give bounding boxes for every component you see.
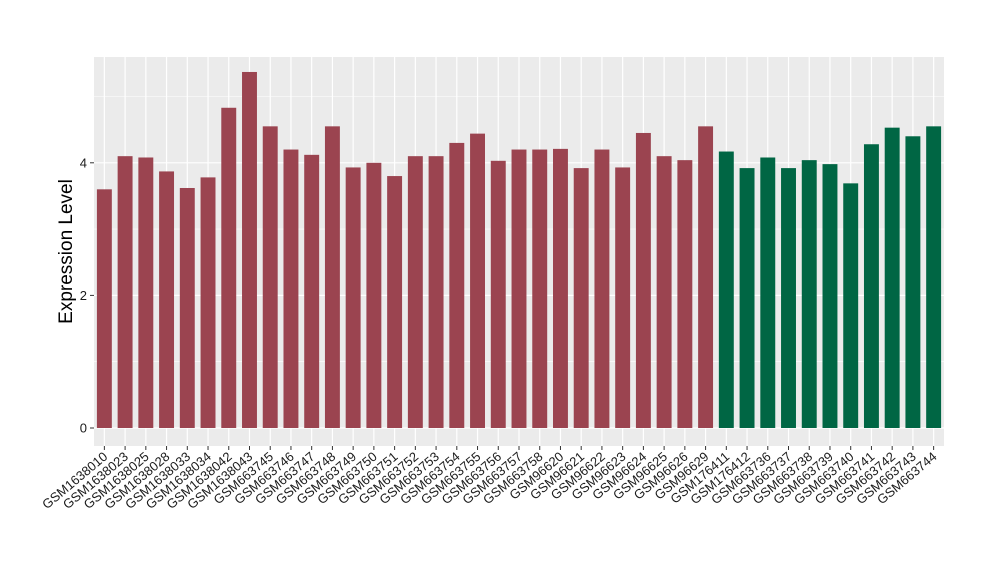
- bar-GSM176412: [739, 168, 755, 428]
- bar-GSM663743: [905, 136, 921, 428]
- bars: [96, 71, 942, 429]
- bar-GSM663737: [781, 168, 796, 428]
- bar-GSM1638033: [179, 187, 195, 428]
- bar-GSM96623: [615, 167, 631, 429]
- bar-GSM1638042: [221, 107, 237, 429]
- x-axis: GSM1638010GSM1638023GSM1638025GSM1638028…: [39, 446, 940, 512]
- bar-GSM96625: [656, 156, 672, 429]
- bar-GSM663755: [470, 133, 485, 429]
- bar-GSM176411: [718, 151, 734, 429]
- bar-GSM663757: [511, 149, 527, 429]
- bar-GSM96622: [594, 149, 610, 429]
- bar-GSM663738: [801, 160, 817, 428]
- bar-GSM663753: [428, 156, 444, 429]
- bar-GSM663747: [304, 154, 320, 428]
- bar-GSM663758: [532, 149, 548, 429]
- y-axis-title: Expression Level: [56, 179, 77, 324]
- bar-GSM663739: [822, 164, 838, 428]
- bar-GSM663740: [843, 183, 859, 428]
- bar-GSM663742: [884, 127, 900, 428]
- bar-GSM1638023: [117, 156, 133, 429]
- bar-GSM663745: [262, 126, 278, 429]
- bar-GSM96620: [553, 148, 568, 428]
- bar-GSM1638034: [200, 177, 216, 428]
- y-tick-label: 4: [80, 155, 87, 170]
- bar-GSM96629: [698, 126, 714, 429]
- y-axis: 0 2 4: [80, 155, 94, 436]
- bar-GSM1638028: [159, 171, 175, 428]
- y-tick-label: 2: [80, 288, 87, 303]
- bar-GSM663754: [449, 142, 465, 428]
- bar-GSM96621: [573, 168, 589, 428]
- bar-GSM663736: [760, 157, 776, 428]
- bar-GSM663741: [863, 144, 879, 428]
- bar-GSM663748: [324, 126, 340, 429]
- bar-GSM663751: [387, 176, 403, 428]
- bar-GSM663744: [926, 126, 942, 429]
- bar-GSM663746: [283, 149, 299, 429]
- bar-GSM663756: [490, 160, 506, 428]
- bar-GSM1638010: [96, 189, 112, 428]
- bar-GSM663752: [407, 156, 423, 429]
- bar-GSM1638025: [138, 157, 154, 428]
- bar-GSM663749: [345, 167, 361, 429]
- y-tick-label: 0: [80, 421, 87, 436]
- bar-GSM1638043: [242, 71, 257, 429]
- bar-GSM96624: [635, 132, 651, 428]
- bar-GSM663750: [366, 162, 382, 429]
- bar-GSM96626: [677, 160, 693, 428]
